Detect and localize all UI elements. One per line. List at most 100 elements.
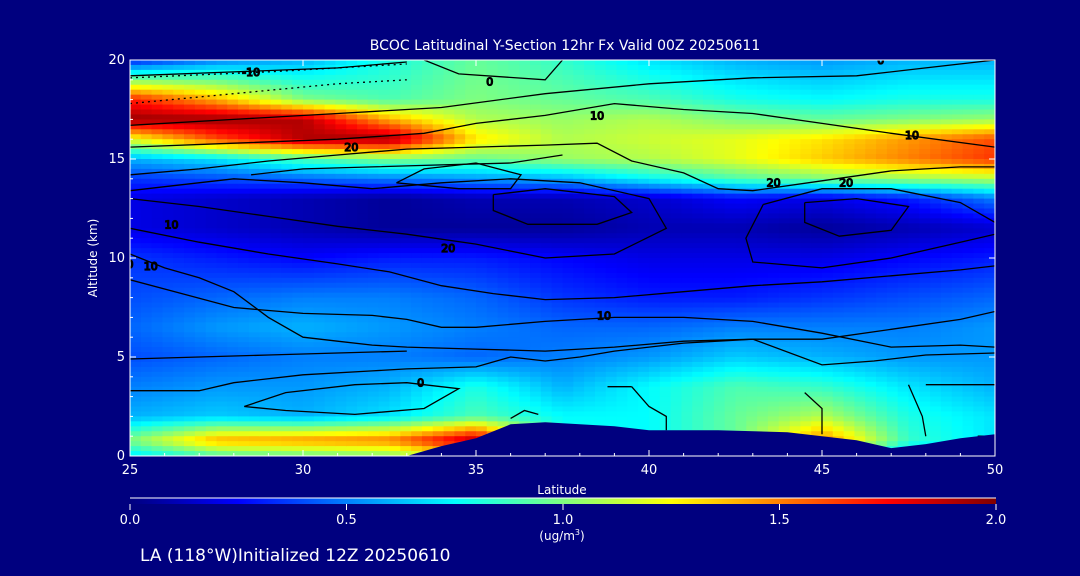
field-cell <box>184 213 196 219</box>
field-cell <box>594 302 607 309</box>
field-cell <box>465 89 477 96</box>
field-cell <box>540 198 553 205</box>
field-cell <box>411 248 423 254</box>
field-cell <box>216 376 228 383</box>
field-cell <box>324 243 337 249</box>
field-cell <box>173 213 185 219</box>
field-cell <box>400 391 412 398</box>
field-cell <box>292 441 304 447</box>
field-cell <box>497 376 510 383</box>
field-cell <box>594 218 607 224</box>
field-cell <box>281 441 293 447</box>
field-cell <box>486 218 499 224</box>
field-cell <box>184 243 196 249</box>
field-cell <box>227 451 239 456</box>
field-cell <box>692 272 704 279</box>
field-cell <box>703 258 715 264</box>
field-cell <box>649 332 661 338</box>
field-cell <box>194 60 207 66</box>
field-cell <box>216 436 228 442</box>
field-cell <box>659 391 672 398</box>
field-cell <box>476 386 488 393</box>
field-cell <box>357 302 369 309</box>
field-cell <box>616 69 628 76</box>
field-cell <box>724 272 737 279</box>
field-cell <box>497 406 510 413</box>
field-cell <box>627 154 639 160</box>
field-cell <box>735 208 747 215</box>
field-cell <box>292 287 304 294</box>
field-cell <box>346 317 358 323</box>
field-cell <box>746 89 758 96</box>
field-cell <box>313 406 326 413</box>
field-cell <box>540 129 553 135</box>
field-cell <box>778 223 791 229</box>
field-cell <box>227 213 239 219</box>
field-cell <box>724 307 737 314</box>
field-cell <box>248 74 261 81</box>
field-cell <box>746 267 758 274</box>
field-cell <box>248 208 261 215</box>
field-cell <box>292 248 304 254</box>
field-cell <box>194 223 207 229</box>
field-cell <box>216 84 228 91</box>
field-cell <box>421 163 434 170</box>
field-cell <box>508 277 520 284</box>
field-cell <box>659 262 672 269</box>
field-cell <box>476 163 488 170</box>
field-cell <box>367 69 380 76</box>
field-cell <box>454 84 466 91</box>
field-cell <box>357 342 369 348</box>
field-cell <box>259 60 272 66</box>
field-cell <box>421 64 434 71</box>
field-cell <box>303 332 315 338</box>
field-cell <box>692 401 704 408</box>
field-cell <box>757 381 769 388</box>
field-cell <box>367 451 380 456</box>
field-cell <box>649 218 661 224</box>
field-cell <box>551 154 564 160</box>
field-cell <box>281 124 293 130</box>
field-cell <box>389 248 401 254</box>
field-cell <box>259 168 272 175</box>
field-cell <box>724 223 737 229</box>
field-cell <box>551 267 564 274</box>
field-cell <box>594 253 607 259</box>
field-cell <box>270 287 282 294</box>
field-cell <box>248 233 261 239</box>
field-cell <box>130 154 142 160</box>
field-cell <box>594 312 607 318</box>
field-cell <box>205 193 218 200</box>
field-cell <box>227 307 239 314</box>
field-cell <box>248 361 261 368</box>
field-cell <box>594 352 607 358</box>
field-cell <box>378 64 391 71</box>
field-cell <box>324 307 337 314</box>
field-cell <box>313 426 326 432</box>
field-cell <box>411 401 423 408</box>
field-cell <box>778 248 791 254</box>
field-cell <box>173 342 185 348</box>
field-cell <box>270 366 282 373</box>
field-cell <box>335 357 347 363</box>
field-cell <box>746 238 758 244</box>
field-cell <box>151 352 164 358</box>
field-cell <box>649 89 661 96</box>
field-cell <box>713 74 726 81</box>
field-cell <box>400 139 412 145</box>
field-cell <box>335 104 347 111</box>
field-cell <box>703 218 715 224</box>
field-cell <box>616 198 628 205</box>
field-cell <box>681 248 693 254</box>
field-cell <box>692 203 704 210</box>
field-cell <box>757 253 769 259</box>
field-cell <box>313 60 326 66</box>
field-cell <box>584 109 596 116</box>
field-cell <box>378 188 391 195</box>
field-cell <box>670 149 683 155</box>
field-cell <box>367 282 380 289</box>
field-cell <box>638 253 650 259</box>
field-cell <box>465 376 477 383</box>
field-cell <box>692 426 704 432</box>
field-cell <box>757 277 769 284</box>
